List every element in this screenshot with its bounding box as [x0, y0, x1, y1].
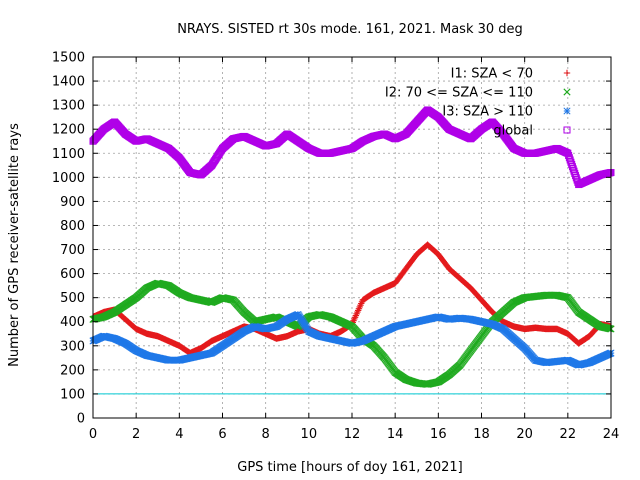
x-tick-label: 10	[301, 427, 318, 442]
y-tick-label: 800	[60, 219, 85, 234]
chart-title: NRAYS. SISTED rt 30s mode. 161, 2021. Ma…	[177, 22, 523, 37]
y-axis-ticks: 0 100 200 300 400 500 600 700 800 900 1000 1100 1200…	[52, 51, 611, 427]
y-tick-label: 1200	[52, 123, 85, 138]
x-tick-label: 12	[344, 427, 361, 442]
y-axis-label: Number of GPS receiver-satellite rays	[7, 123, 22, 367]
y-tick-label: 100	[60, 387, 85, 402]
x-tick-label: 16	[430, 427, 447, 442]
series-3	[89, 310, 615, 369]
y-tick-label: 300	[60, 339, 85, 354]
data-point	[569, 165, 577, 173]
data-point	[565, 154, 573, 162]
legend-label: I3: SZA > 110	[442, 105, 533, 120]
series-layer	[89, 106, 615, 388]
x-tick-label: 20	[516, 427, 533, 442]
data-point	[570, 167, 578, 175]
x-tick-label: 4	[175, 427, 183, 442]
x-axis-ticks: 0 2 4 6 8 10 12 14 16 18 20 22 24	[89, 57, 619, 442]
x-tick-label: 6	[218, 427, 226, 442]
y-tick-label: 400	[60, 315, 85, 330]
legend-label: I2: 70 <= SZA <= 110	[385, 86, 533, 101]
x-tick-label: 8	[262, 427, 270, 442]
series-2	[89, 279, 615, 388]
x-tick-label: 22	[560, 427, 577, 442]
x-tick-label: 24	[603, 427, 620, 442]
y-tick-label: 900	[60, 195, 85, 210]
data-point	[571, 169, 579, 177]
y-tick-label: 200	[60, 363, 85, 378]
legend-marker	[563, 126, 571, 134]
y-tick-label: 0	[77, 412, 85, 427]
data-point	[564, 149, 572, 157]
x-axis-label: GPS time [hours of doy 161, 2021]	[237, 460, 462, 475]
data-point	[568, 160, 576, 168]
y-tick-label: 700	[60, 243, 85, 258]
legend-marker	[563, 69, 571, 77]
y-tick-label: 600	[60, 267, 85, 282]
data-point	[568, 163, 576, 171]
x-tick-label: 0	[89, 427, 97, 442]
y-tick-label: 500	[60, 291, 85, 306]
y-tick-label: 1500	[52, 51, 85, 66]
series-4	[89, 106, 615, 189]
y-tick-label: 1300	[52, 99, 85, 114]
legend-marker	[563, 88, 571, 96]
legend: I1: SZA < 70 I2: 70 <= SZA <= 110 I3: SZA …	[385, 67, 571, 139]
x-tick-label: 18	[473, 427, 490, 442]
x-tick-label: 14	[387, 427, 404, 442]
y-tick-label: 1000	[52, 171, 85, 186]
y-tick-label: 1100	[52, 147, 85, 162]
data-point	[565, 152, 573, 160]
legend-label: global	[493, 124, 533, 139]
legend-label: I1: SZA < 70	[451, 67, 533, 82]
data-point	[566, 156, 574, 164]
data-point	[567, 158, 575, 166]
data-point	[572, 172, 580, 180]
legend-marker	[563, 107, 571, 115]
y-tick-label: 1400	[52, 75, 85, 90]
x-tick-label: 2	[132, 427, 140, 442]
